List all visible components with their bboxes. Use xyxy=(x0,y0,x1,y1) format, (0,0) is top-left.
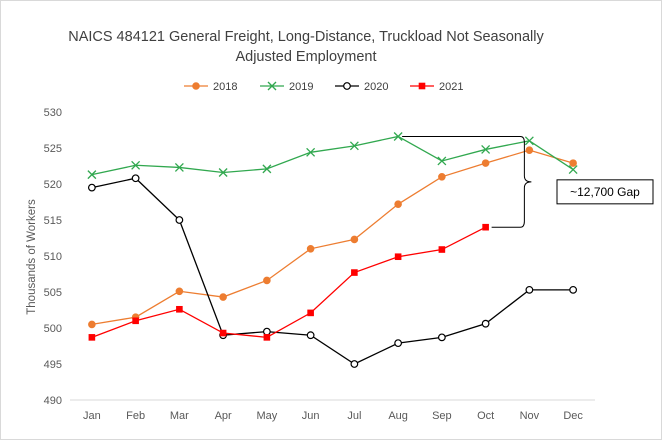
data-point-2021 xyxy=(482,223,489,231)
data-point-2019-legend xyxy=(267,81,277,91)
legend-item-2021: 2021 xyxy=(410,81,463,93)
data-point-2020-legend xyxy=(343,82,351,90)
gap-callout-text: ~12,700 Gap xyxy=(570,185,640,199)
y-tick-label: 490 xyxy=(44,395,62,407)
data-point-2021 xyxy=(176,305,183,313)
y-axis-label: Thousands of Workers xyxy=(26,199,38,315)
y-tick-label: 495 xyxy=(44,359,62,371)
data-point-2018 xyxy=(394,200,402,208)
series-2019 xyxy=(87,132,578,180)
x-tick-label: Sep xyxy=(432,410,452,422)
data-point-2018 xyxy=(481,159,490,167)
data-point-2020 xyxy=(569,285,578,294)
data-point-2019 xyxy=(568,165,578,175)
chart-title-line-2: Adjusted Employment xyxy=(235,49,376,65)
x-axis-ticks: Jan Feb Mar Apr May Jun Jul Aug Sep Oct Nov Dec xyxy=(83,410,583,422)
x-tick-label: Jan xyxy=(83,410,101,422)
data-point-2020 xyxy=(306,331,315,340)
data-point-2020 xyxy=(87,183,96,192)
data-point-2018 xyxy=(525,146,534,154)
legend-label: 2019 xyxy=(289,81,313,93)
series-line-2018 xyxy=(91,149,574,326)
data-point-2018 xyxy=(175,287,184,296)
data-point-2019 xyxy=(437,156,447,166)
y-tick-label: 500 xyxy=(44,323,62,335)
data-point-2019 xyxy=(262,164,272,174)
chart-legend: 2018 2019 2020 2021 xyxy=(184,81,463,93)
chart-title-line-1: NAICS 484121 General Freight, Long-Dista… xyxy=(68,29,544,45)
data-point-2021 xyxy=(263,334,271,341)
data-point-2018 xyxy=(569,159,577,167)
data-point-2021 xyxy=(438,246,446,253)
y-tick-label: 520 xyxy=(44,179,62,191)
data-point-2018 xyxy=(438,173,446,181)
series-2021 xyxy=(88,223,489,341)
series-2018 xyxy=(88,146,577,329)
data-point-2018 xyxy=(88,320,96,329)
data-point-2021 xyxy=(307,309,314,317)
data-point-2020 xyxy=(525,285,534,294)
data-point-2018 xyxy=(306,245,315,253)
y-tick-label: 530 xyxy=(44,107,62,119)
x-tick-label: Apr xyxy=(215,410,232,422)
y-tick-label: 505 xyxy=(44,287,62,299)
data-point-2021 xyxy=(132,317,139,325)
data-point-2018 xyxy=(219,293,227,301)
x-tick-label: Jun xyxy=(302,410,320,422)
data-point-2019 xyxy=(393,132,403,141)
data-point-2020 xyxy=(394,339,403,348)
data-point-2021 xyxy=(219,329,227,337)
data-point-2019 xyxy=(306,147,316,157)
x-tick-label: Aug xyxy=(388,410,408,422)
data-point-2021 xyxy=(351,269,358,276)
series-2020 xyxy=(87,174,578,368)
legend-label: 2021 xyxy=(439,81,463,93)
x-tick-label: May xyxy=(256,410,277,422)
x-tick-label: Nov xyxy=(520,410,540,422)
data-point-2020 xyxy=(175,216,184,224)
data-point-2019 xyxy=(218,168,228,177)
data-point-2019 xyxy=(481,144,491,154)
data-point-2019 xyxy=(87,170,97,180)
data-point-2020 xyxy=(481,319,490,328)
data-point-2018-legend xyxy=(192,82,200,90)
data-point-2018 xyxy=(263,276,271,285)
legend-label: 2018 xyxy=(213,81,237,93)
data-point-2021 xyxy=(88,334,96,341)
series-line-2021 xyxy=(91,226,486,339)
data-point-2019 xyxy=(174,162,184,172)
x-tick-label: Feb xyxy=(126,410,145,422)
data-point-2020 xyxy=(437,333,446,342)
gap-bracket xyxy=(402,135,532,228)
x-tick-label: Oct xyxy=(477,410,494,422)
data-point-2021 xyxy=(394,253,402,261)
y-tick-label: 525 xyxy=(44,143,62,155)
x-tick-label: Dec xyxy=(563,410,583,422)
data-point-2019 xyxy=(131,160,141,170)
data-point-2019 xyxy=(524,136,534,146)
series-line-2020 xyxy=(91,177,574,365)
data-point-2021-legend xyxy=(418,82,426,90)
legend-item-2018: 2018 xyxy=(184,81,237,93)
legend-item-2020: 2020 xyxy=(335,81,388,93)
x-tick-label: Jul xyxy=(347,410,361,422)
series-line-2019 xyxy=(91,135,574,176)
data-point-2020 xyxy=(350,360,359,368)
y-tick-label: 510 xyxy=(44,251,62,263)
y-tick-label: 515 xyxy=(44,215,62,227)
series-layer xyxy=(87,132,578,368)
data-point-2020 xyxy=(262,327,271,336)
data-point-2018 xyxy=(350,235,359,244)
legend-label: 2020 xyxy=(364,81,388,93)
y-axis-ticks: 490 495 500 505 510 515 520 525 530 xyxy=(44,107,62,407)
gap-annotation: ~12,700 Gap xyxy=(402,135,654,228)
data-point-2019 xyxy=(349,141,359,151)
x-tick-label: Mar xyxy=(170,410,189,422)
data-point-2020 xyxy=(131,174,140,183)
legend-item-2019: 2019 xyxy=(260,81,313,93)
gap-callout-box xyxy=(556,179,654,205)
